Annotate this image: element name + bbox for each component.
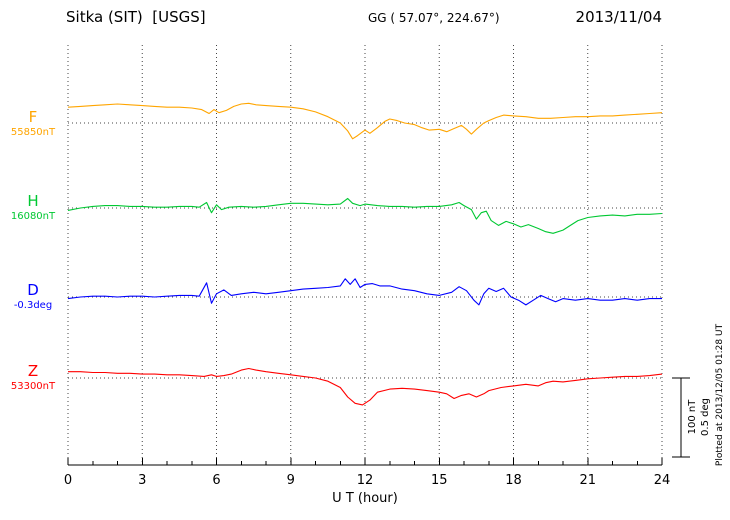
channel-label-z: Z 53300nT [2, 363, 64, 393]
channel-baseline-h: 16080nT [10, 211, 56, 222]
channel-baseline-z: 53300nT [10, 381, 56, 392]
scale-bar-labels: 100 nT 0.5 deg [686, 381, 714, 453]
channel-label-d: D -0.3deg [2, 282, 64, 312]
x-tick-label: 12 [357, 473, 374, 488]
x-axis-label: U T (hour) [332, 491, 398, 506]
x-tick-label: 24 [654, 473, 671, 488]
geographic-coordinates: GG ( 57.07°, 224.67°) [368, 11, 500, 25]
trace-H [67, 197, 663, 234]
scale-nt-label: 100 nT [687, 399, 698, 435]
plot-date: 2013/11/04 [575, 8, 662, 26]
channel-letter-f: F [28, 108, 38, 126]
x-tick-label: 21 [579, 473, 596, 488]
trace-D [67, 278, 662, 306]
trace-F [67, 102, 663, 140]
x-tick-label: 0 [64, 473, 72, 488]
channel-label-f: F 55850nT [2, 109, 64, 139]
x-tick-label: 3 [138, 473, 146, 488]
x-tick-label: 9 [287, 473, 295, 488]
x-tick-label: 15 [431, 473, 448, 488]
x-tick-label: 6 [212, 473, 220, 488]
x-tick-label: 18 [505, 473, 522, 488]
plotted-at-note: Plotted at 2013/12/05 01:28 UT [715, 323, 725, 467]
channel-label-h: H 16080nT [2, 193, 64, 223]
channel-letter-d: D [27, 281, 39, 299]
station-title: Sitka (SIT) [USGS] [66, 8, 206, 26]
channel-baseline-f: 55850nT [10, 127, 56, 138]
channel-baseline-d: -0.3deg [13, 300, 53, 311]
channel-letter-h: H [27, 192, 39, 210]
scale-deg-label: 0.5 deg [700, 398, 711, 436]
trace-Z [68, 367, 663, 406]
channel-letter-z: Z [27, 362, 39, 380]
